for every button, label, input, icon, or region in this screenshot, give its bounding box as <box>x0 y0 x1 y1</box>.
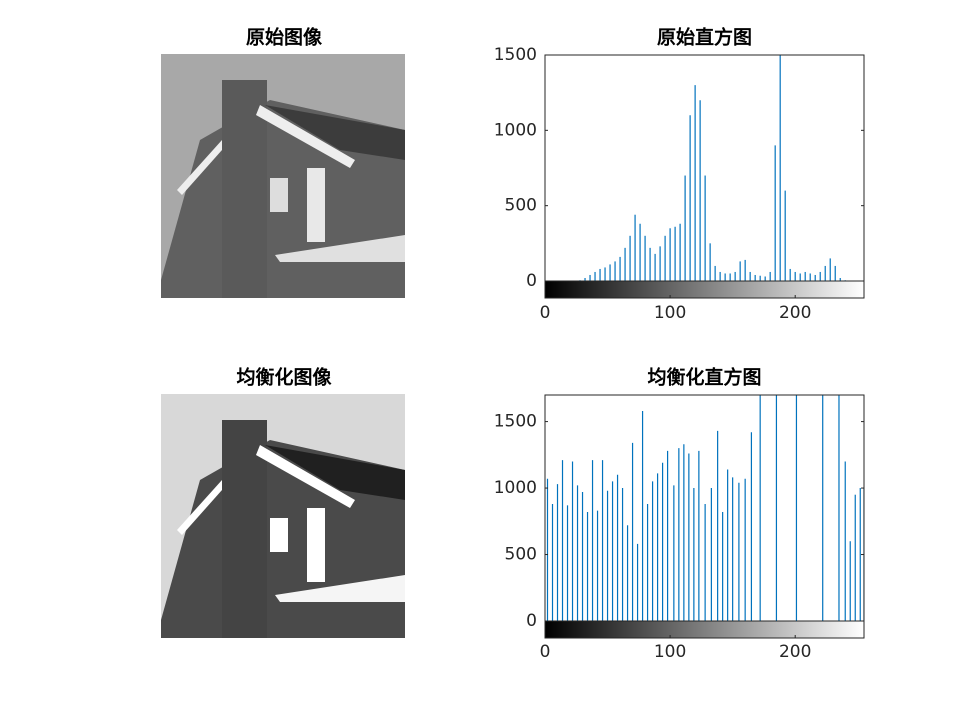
plot-area <box>579 55 846 281</box>
x-tick-label: 200 <box>779 642 811 662</box>
axes-box <box>544 54 865 282</box>
y-tick-label: 0 <box>526 271 537 291</box>
y-tick-label: 1500 <box>494 412 537 432</box>
plot-area <box>546 395 864 621</box>
chart-title: 均衡化直方图 <box>647 366 761 389</box>
y-tick-label: 0 <box>526 611 537 631</box>
colorbar <box>544 620 865 639</box>
x-tick-label: 100 <box>654 642 686 662</box>
x-tick-label: 200 <box>779 303 811 323</box>
axes-box <box>544 394 865 622</box>
chart-title: 原始直方图 <box>657 26 752 49</box>
colorbar <box>544 280 865 299</box>
x-tick-label: 0 <box>540 642 551 662</box>
y-tick-label: 1000 <box>494 120 537 140</box>
x-tick-label: 100 <box>654 303 686 323</box>
y-tick-label: 500 <box>505 196 537 216</box>
image-original <box>161 54 405 298</box>
image-title: 原始图像 <box>246 26 323 49</box>
y-tick-label: 500 <box>505 545 537 565</box>
image-title: 均衡化图像 <box>236 366 332 389</box>
y-tick-label: 1000 <box>494 478 537 498</box>
y-tick-label: 1500 <box>494 45 537 65</box>
image-equalized <box>161 394 405 638</box>
x-tick-label: 0 <box>540 303 551 323</box>
